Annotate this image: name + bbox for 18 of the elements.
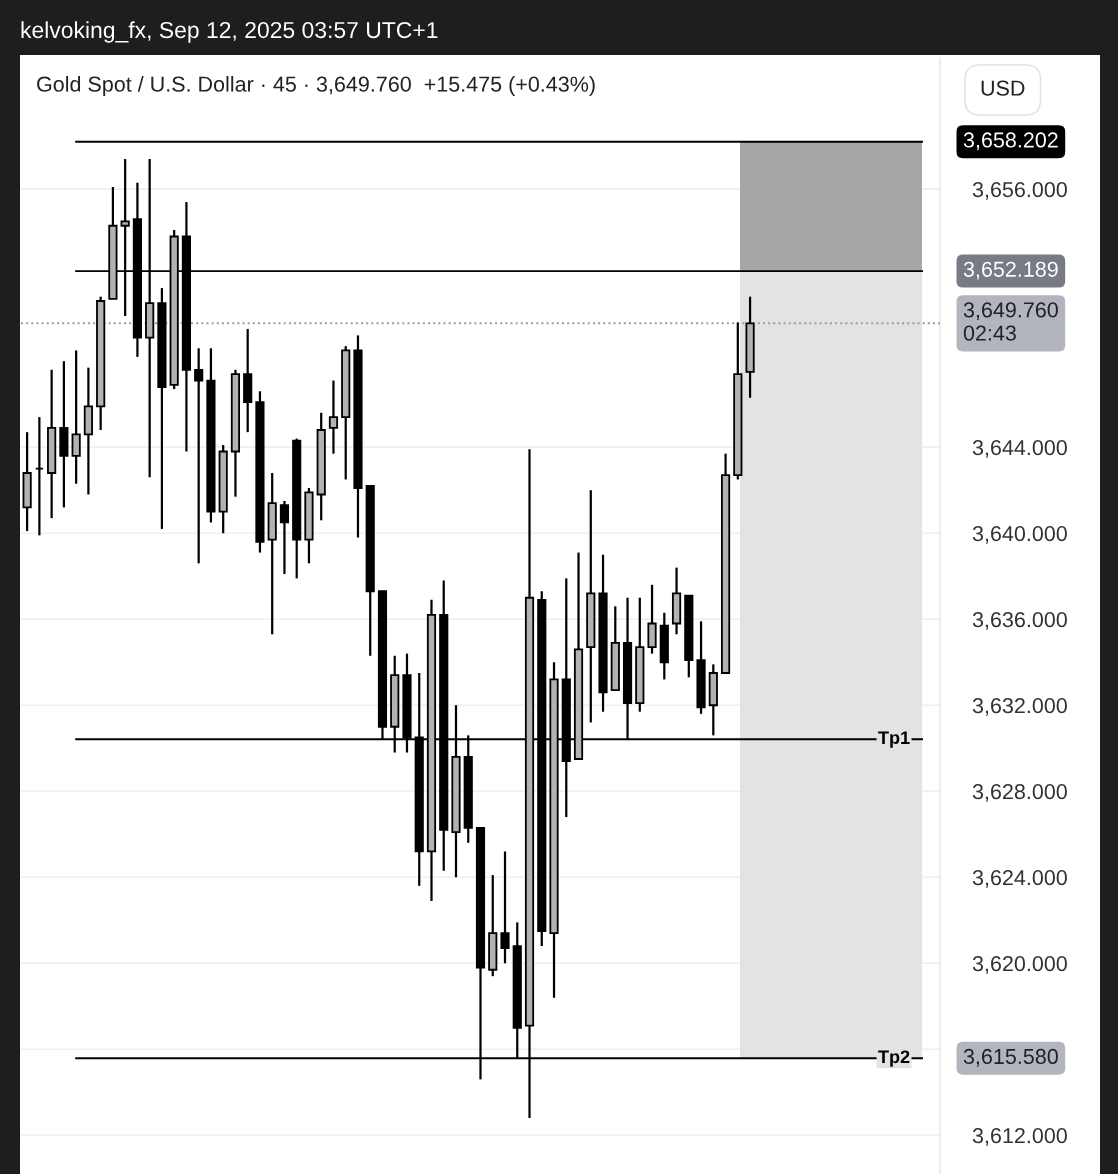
y-tick-label: 3,612.000: [972, 1128, 1067, 1146]
ref-line-label: 3,652.189: [963, 261, 1058, 280]
y-tick-label: 3,644.000: [972, 439, 1067, 458]
y-tick-label: 3,636.000: [972, 611, 1067, 630]
y-tick-label: 3,632.000: [972, 698, 1067, 716]
ref-line-label: 3,658.202: [963, 132, 1058, 151]
y-tick-label: 3,628.000: [972, 784, 1067, 802]
y-axis-title: USD: [981, 80, 1025, 96]
annotation: Tp1: [878, 731, 910, 748]
text: Gold Spot / U.S. Dollar · 45 · 3,649.760 +15.475 (+0.43%): [37, 75, 595, 97]
y-tick-label: 3,656.000: [972, 181, 1067, 200]
chart-title: kelvoking_fx, Sep 12, 2025 03:57 UTC+1: [21, 21, 438, 43]
y-tick-label: 3,624.000: [972, 870, 1067, 888]
ref-line-label: 3,649.760 02:43: [963, 302, 1058, 341]
ref-line-label: 3,615.580: [963, 1048, 1058, 1067]
y-tick-label: 3,640.000: [972, 525, 1067, 544]
y-tick-label: 3,620.000: [972, 956, 1067, 974]
annotation: Tp2: [878, 1050, 910, 1067]
